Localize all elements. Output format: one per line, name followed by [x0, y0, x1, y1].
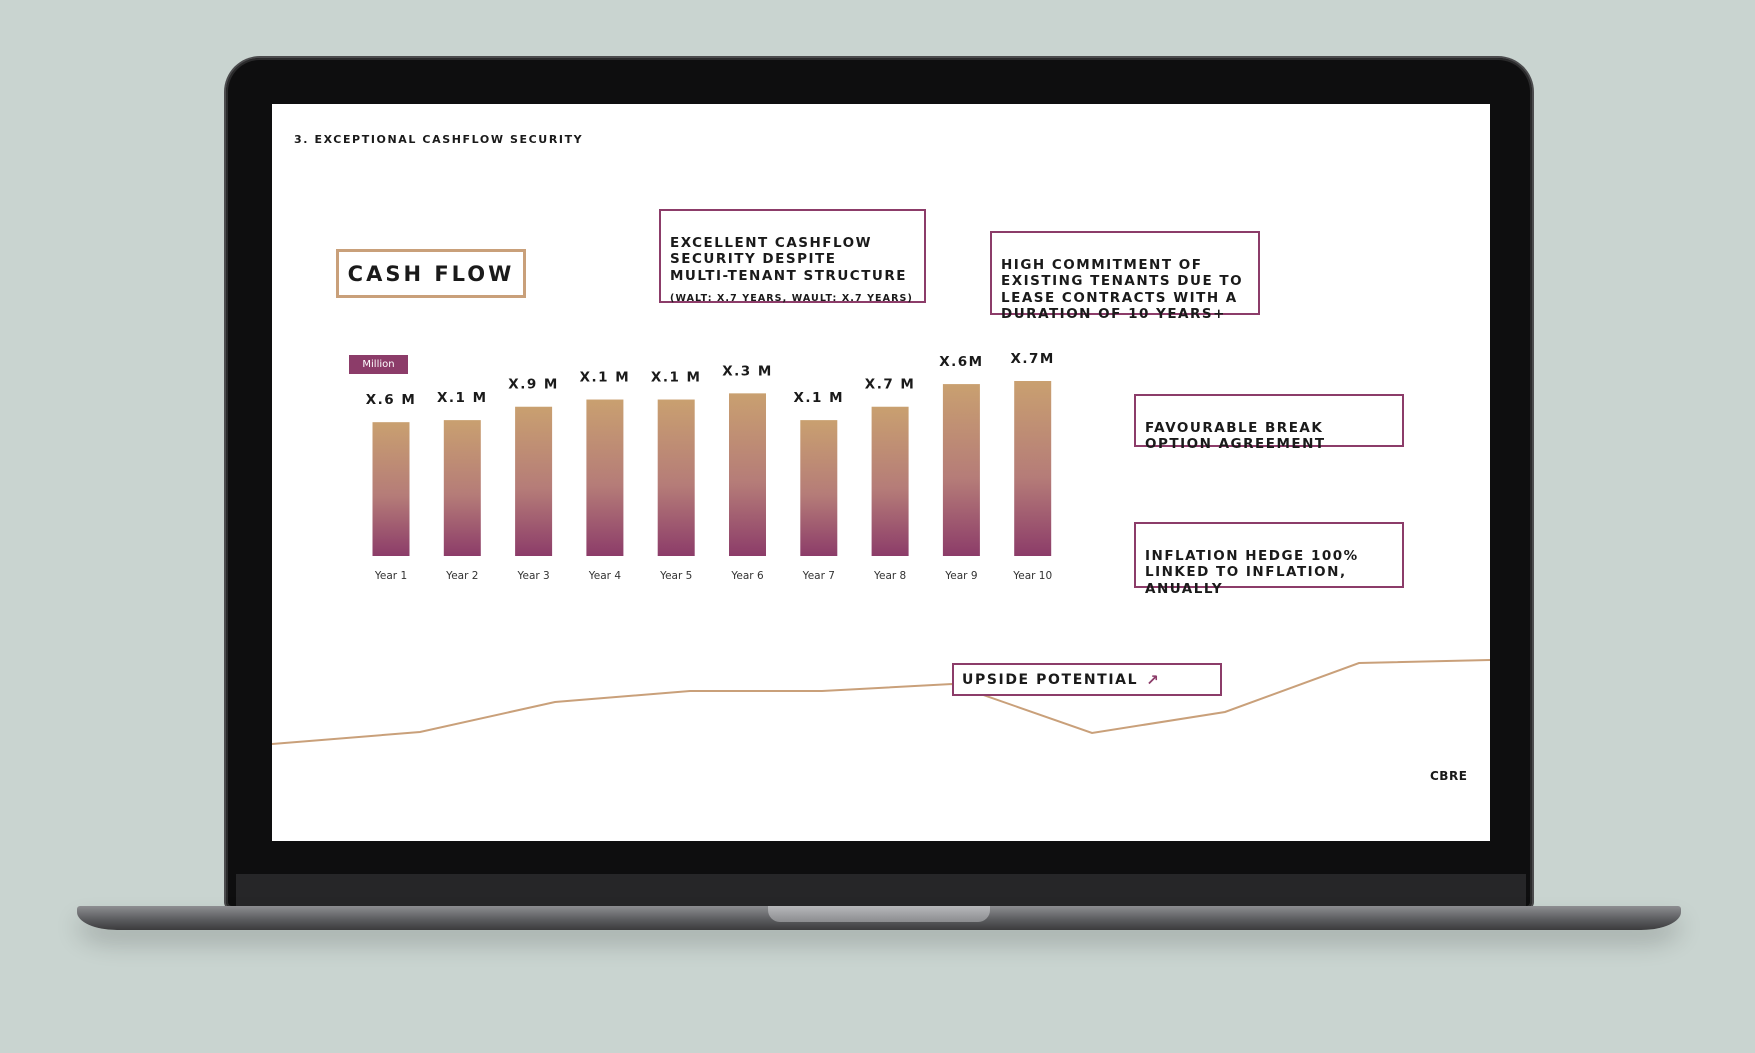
unit-badge: Million [349, 355, 408, 374]
laptop-bezel-bottom [236, 874, 1526, 906]
bar-9 [942, 384, 980, 556]
bar-value-label-5: X.1 M [651, 370, 702, 386]
note-break-option: FAVOURABLE BREAK OPTION AGREEMENT [1134, 394, 1404, 452]
bar-6 [729, 393, 766, 556]
category-label-8: Year 8 [873, 570, 906, 582]
bar-value-label-7: X.1 M [794, 390, 845, 406]
cash-flow-heading: CASH FLOW [336, 249, 526, 298]
category-label-7: Year 7 [802, 570, 835, 582]
note-cashflow-security-sub: (WALT: X.7 YEARS, WAULT: X.7 YEARS) [670, 293, 913, 304]
upside-potential-text: UPSIDE POTENTIAL [962, 671, 1139, 688]
upside-potential-label: UPSIDE POTENTIAL ↗ [952, 663, 1222, 696]
note-cashflow-security: EXCELLENT CASHFLOW SECURITY DESPITE MULT… [659, 209, 926, 304]
cbre-logo: CBRE [1430, 769, 1468, 783]
bar-value-label-9: X.6M [939, 354, 983, 370]
bar-value-label-6: X.3 M [722, 363, 773, 379]
bar-4 [586, 399, 624, 556]
bar-8 [871, 406, 909, 556]
cash-flow-chart: X.6 M Year 1 X.1 M Year 2 X.9 M Year 3 X.1 M Ye… [272, 351, 1490, 745]
bar-value-label-2: X.1 M [437, 390, 488, 406]
upside-trend-line [272, 659, 1490, 745]
bar-7 [800, 420, 838, 556]
section-title: 3. EXCEPTIONAL CASHFLOW SECURITY [294, 133, 584, 146]
category-label-2: Year 2 [445, 570, 478, 582]
category-label-1: Year 1 [374, 570, 407, 582]
bar-5 [657, 399, 695, 556]
bar-2 [443, 420, 481, 556]
note-cashflow-security-text: EXCELLENT CASHFLOW SECURITY DESPITE MULT… [670, 234, 907, 284]
category-label-6: Year 6 [730, 570, 764, 582]
bar-value-label-3: X.9 M [508, 377, 559, 393]
slide-screen: 3. EXCEPTIONAL CASHFLOW SECURITY CASH FL… [272, 104, 1490, 841]
arrow-up-right-icon: ↗ [1146, 670, 1161, 689]
laptop-notch [768, 906, 990, 922]
category-label-9: Year 9 [944, 570, 977, 582]
note-inflation-hedge: INFLATION HEDGE 100% LINKED TO INFLATION… [1134, 522, 1404, 597]
note-tenant-commitment-text: HIGH COMMITMENT OF EXISTING TENANTS DUE … [1001, 256, 1244, 323]
category-label-4: Year 4 [588, 570, 622, 582]
note-break-option-text: FAVOURABLE BREAK OPTION AGREEMENT [1145, 419, 1326, 453]
bar-value-label-1: X.6 M [366, 392, 417, 408]
bar-1 [372, 422, 410, 556]
category-label-5: Year 5 [659, 570, 692, 582]
bar-value-label-8: X.7 M [865, 377, 916, 393]
bar-3 [515, 406, 553, 556]
category-label-10: Year 10 [1012, 570, 1052, 582]
note-tenant-commitment: HIGH COMMITMENT OF EXISTING TENANTS DUE … [990, 231, 1260, 322]
bar-value-label-10: X.7M [1011, 351, 1055, 367]
note-inflation-hedge-text: INFLATION HEDGE 100% LINKED TO INFLATION… [1145, 547, 1359, 597]
bar-value-label-4: X.1 M [580, 370, 631, 386]
category-label-3: Year 3 [516, 570, 549, 582]
bar-10 [1014, 381, 1052, 556]
